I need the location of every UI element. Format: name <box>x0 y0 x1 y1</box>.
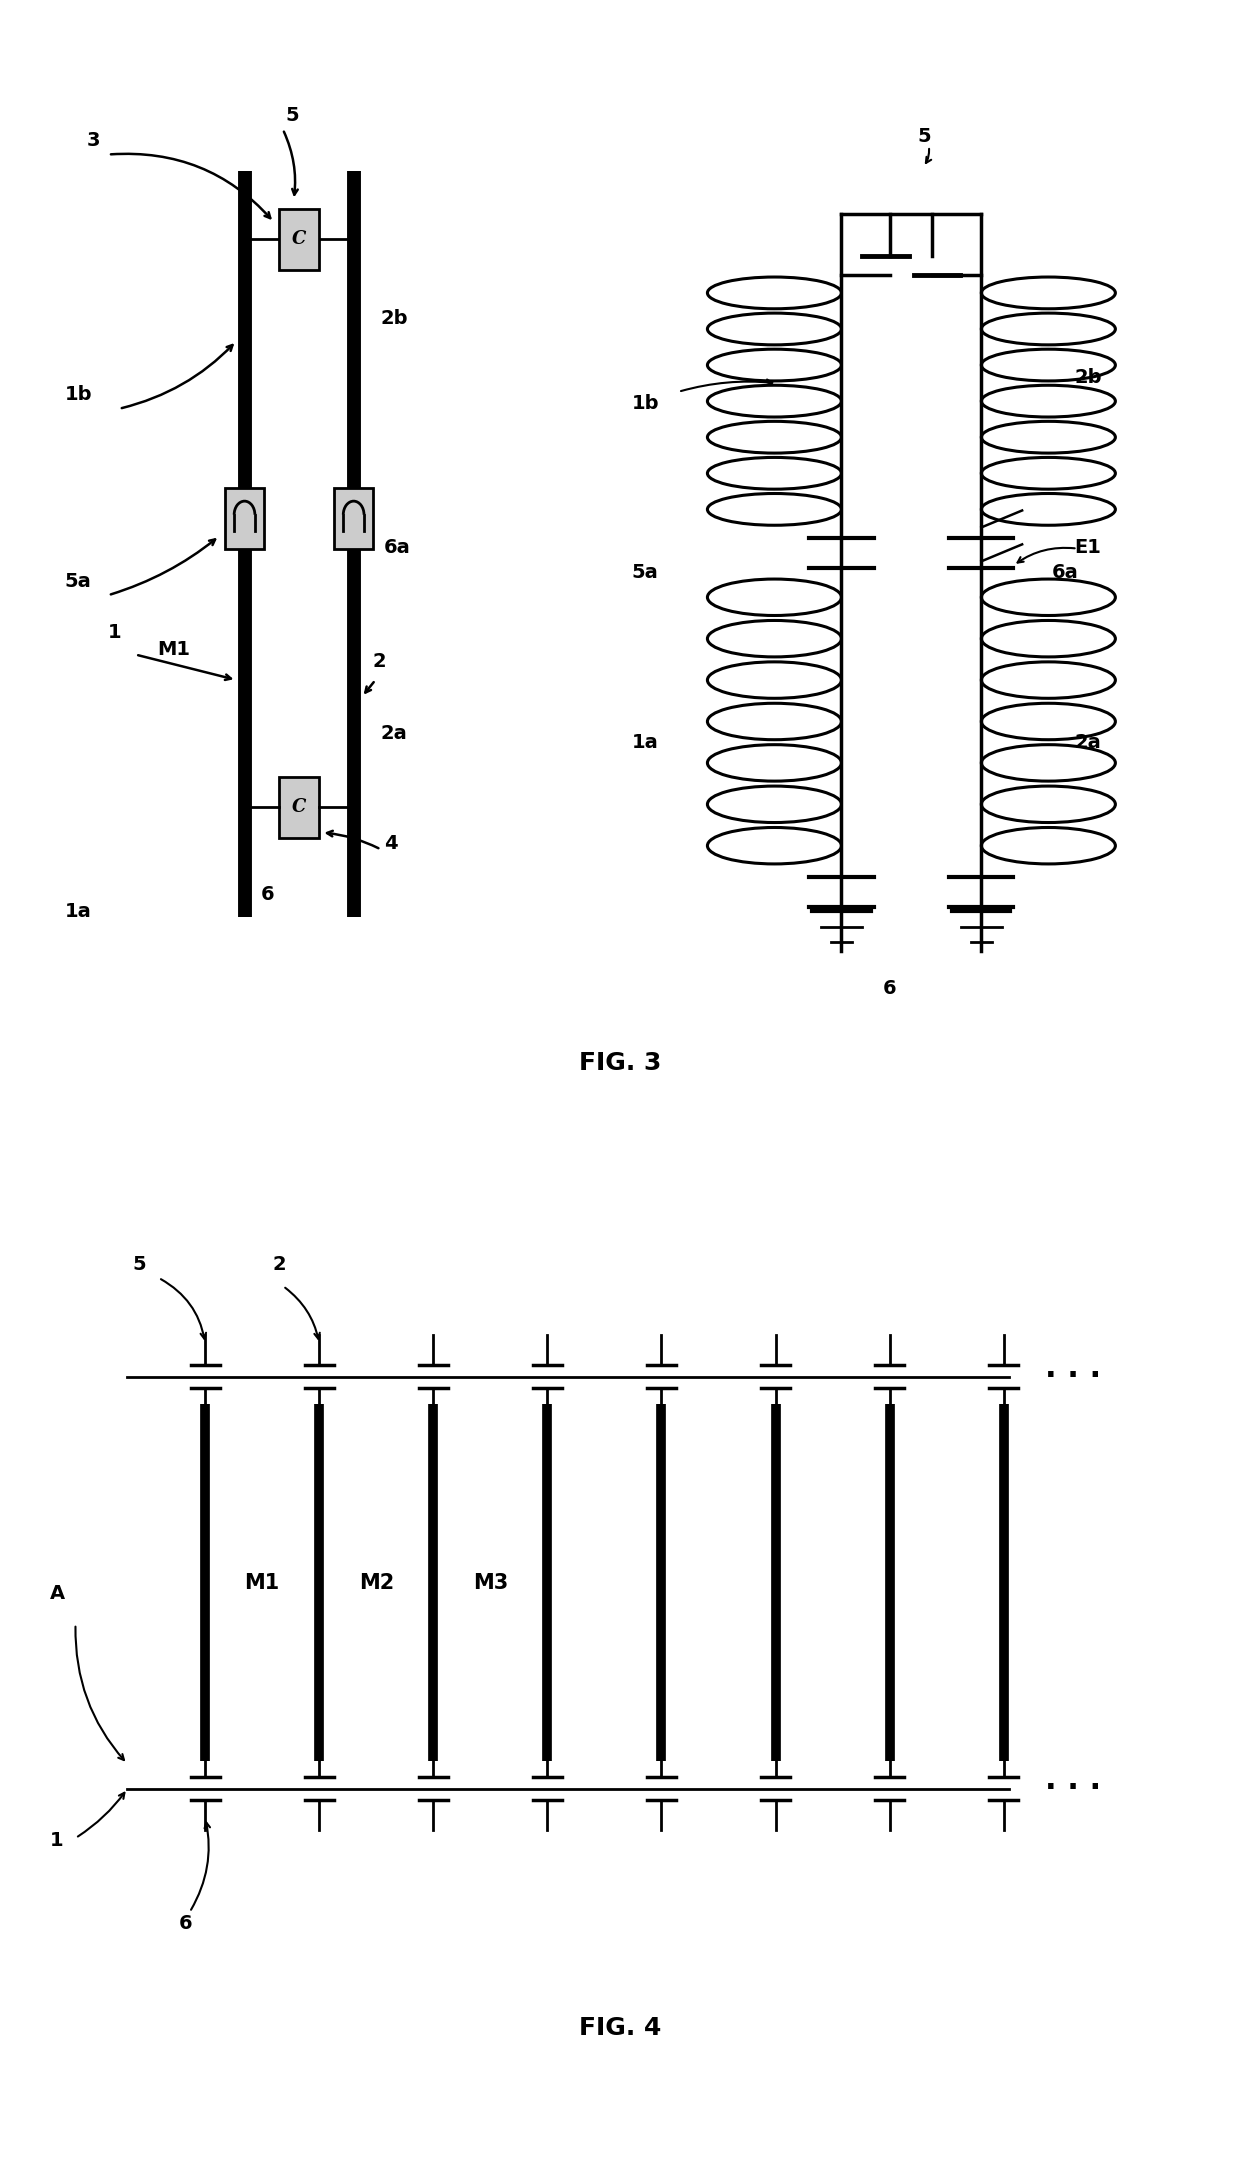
Text: M1: M1 <box>244 1572 280 1593</box>
Text: 6: 6 <box>260 885 274 904</box>
Text: · · ·: · · · <box>1045 1773 1101 1804</box>
Text: 2b: 2b <box>381 310 408 327</box>
Text: A: A <box>50 1585 64 1602</box>
Text: 5a: 5a <box>64 572 92 590</box>
Text: 1a: 1a <box>631 733 658 752</box>
Text: C: C <box>291 230 306 249</box>
Text: 1: 1 <box>108 622 122 642</box>
Text: M1: M1 <box>157 640 190 659</box>
Text: 1b: 1b <box>631 395 660 412</box>
Text: 1: 1 <box>50 1832 63 1849</box>
Text: 2: 2 <box>273 1255 286 1273</box>
Text: 6: 6 <box>883 978 895 997</box>
Text: 5: 5 <box>285 106 299 124</box>
Text: 2: 2 <box>373 653 387 672</box>
Text: M2: M2 <box>358 1572 394 1593</box>
FancyBboxPatch shape <box>224 488 264 549</box>
Text: 2a: 2a <box>1075 733 1101 752</box>
Text: C: C <box>291 798 306 815</box>
Text: 2b: 2b <box>1075 369 1102 388</box>
Text: 3: 3 <box>87 130 99 150</box>
Text: 6a: 6a <box>383 538 410 557</box>
Text: 6: 6 <box>180 1914 193 1932</box>
Text: 4: 4 <box>383 835 397 854</box>
FancyBboxPatch shape <box>279 208 319 269</box>
Text: 1b: 1b <box>64 386 92 403</box>
Text: 2a: 2a <box>381 724 408 744</box>
Text: · · ·: · · · <box>1045 1362 1101 1392</box>
Text: M3: M3 <box>472 1572 508 1593</box>
Text: E1: E1 <box>1075 538 1101 557</box>
FancyBboxPatch shape <box>279 776 319 837</box>
Text: 5: 5 <box>918 126 931 145</box>
Text: 1a: 1a <box>64 902 92 921</box>
Text: FIG. 4: FIG. 4 <box>579 2016 661 2040</box>
Text: FIG. 3: FIG. 3 <box>579 1051 661 1075</box>
FancyBboxPatch shape <box>334 488 373 549</box>
Text: 5: 5 <box>133 1255 146 1273</box>
Text: 6a: 6a <box>1052 564 1078 583</box>
Text: 5a: 5a <box>631 564 658 583</box>
